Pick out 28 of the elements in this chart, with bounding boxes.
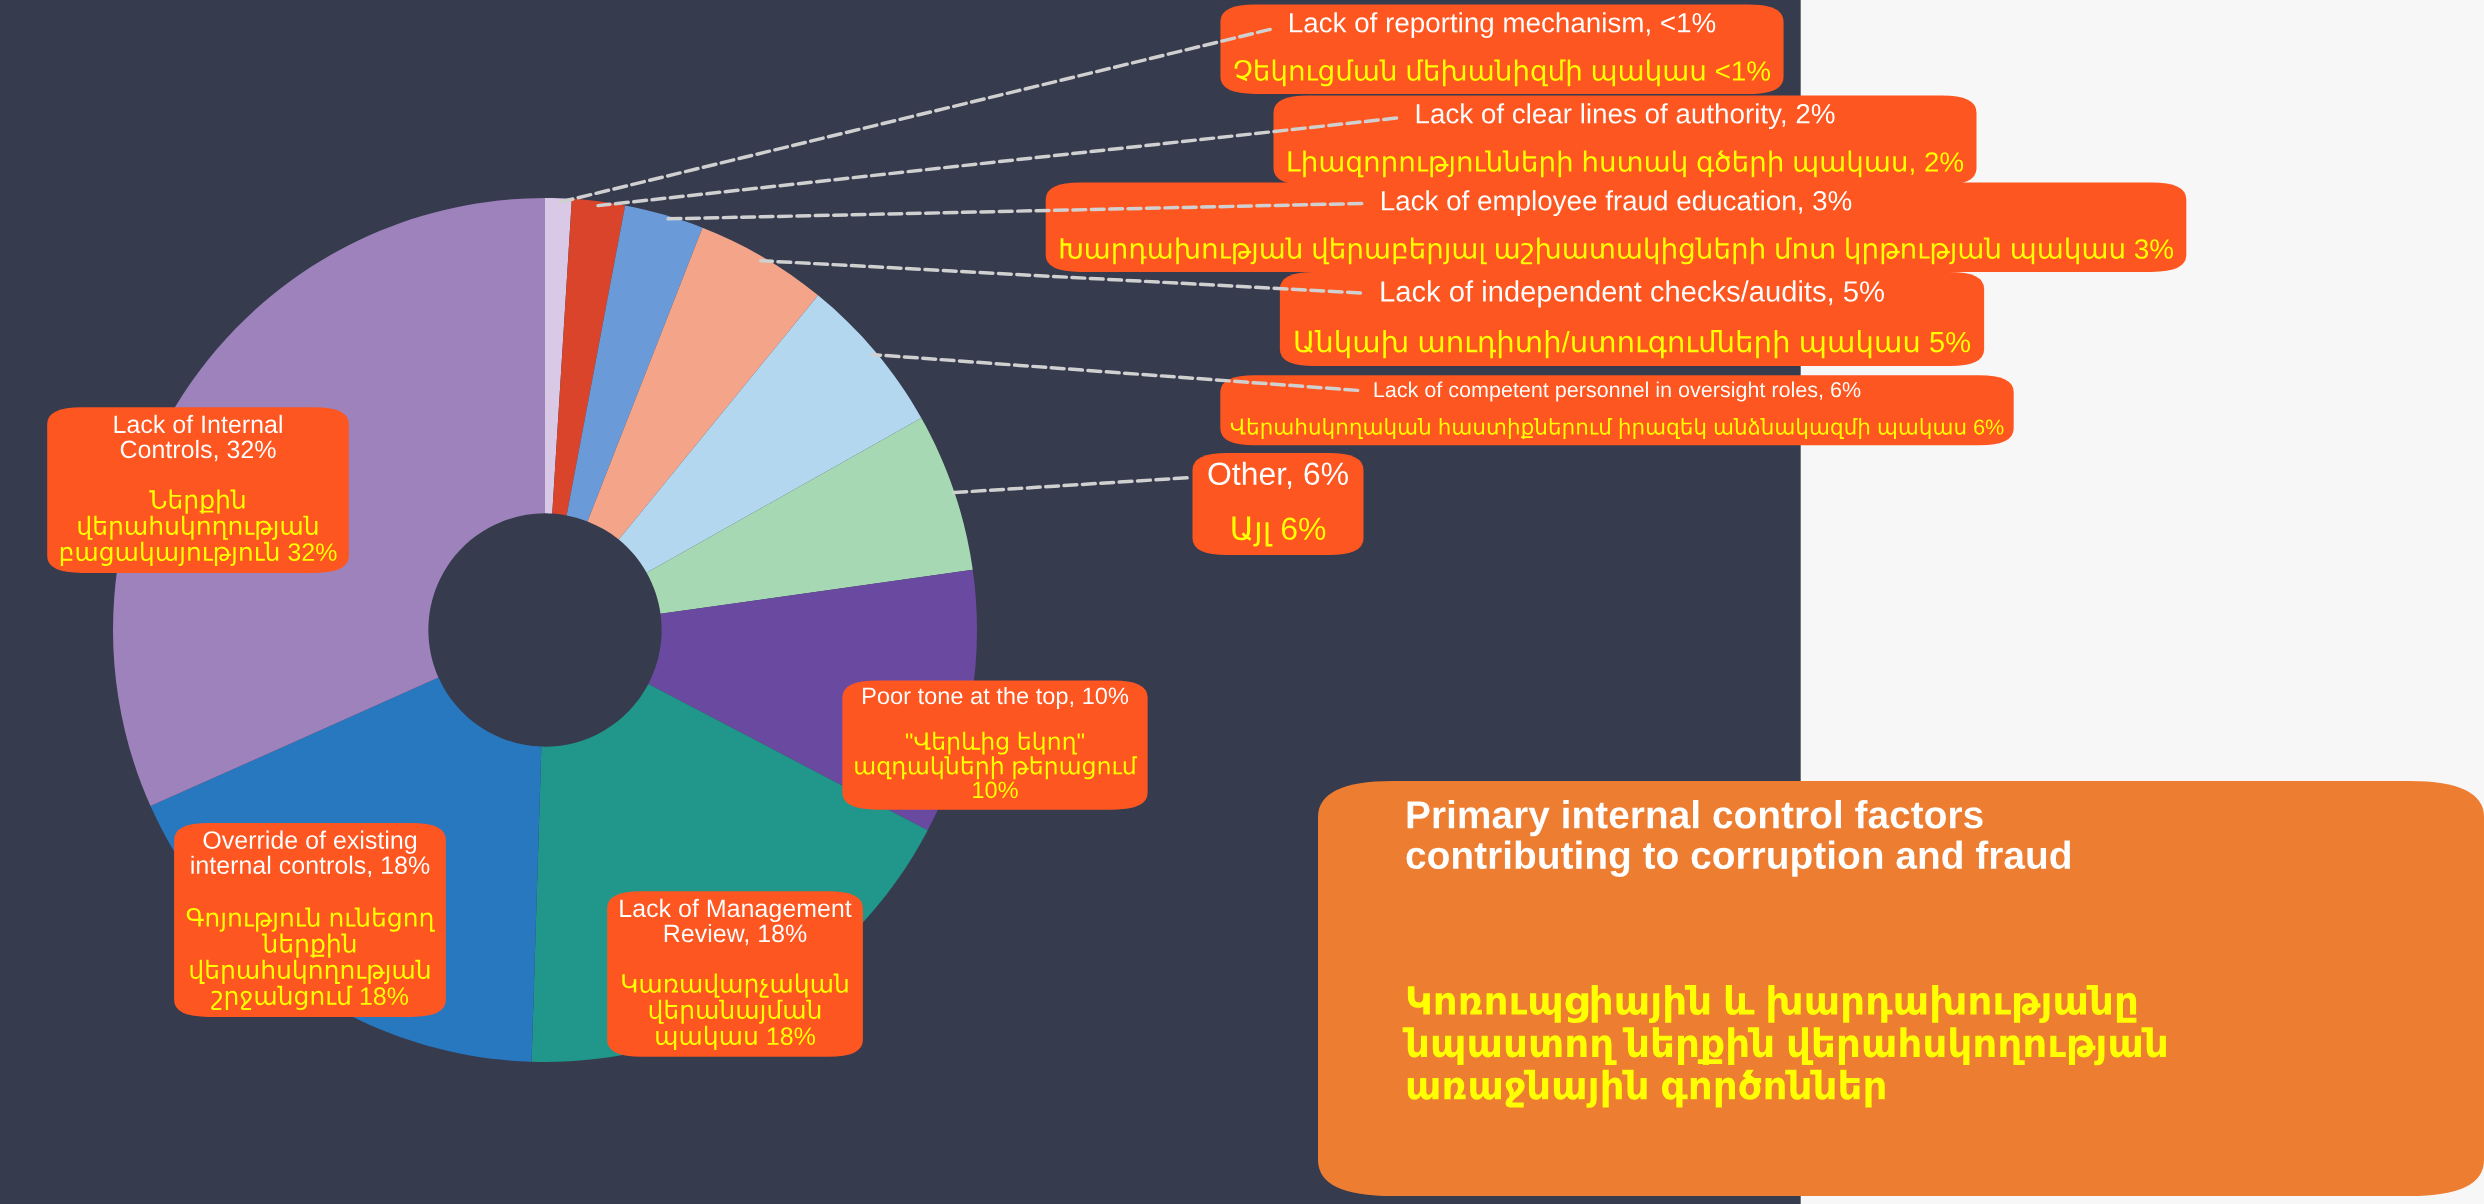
text: "Վերևից եկող" ազդակների թերացում 10% [855, 731, 1138, 799]
text: Չեկուցման մեխանիզմի պակաս <1% [1234, 59, 1771, 87]
text: Ներքին վերահսկողության բացակայություն 32% [60, 489, 337, 566]
slice-label: Override of existing internal controls, 18% [191, 830, 430, 877]
donut-slice [618, 295, 922, 573]
slice-label: Lack of independent checks/audits, 5% [1381, 280, 1884, 308]
text: Գոյություն ունեցող ներքին վերահսկողության շրջանցում 18% [186, 907, 435, 1010]
slice-label: Lack of Management Review, 18% [620, 898, 852, 946]
slice-label: Lack of reporting mechanism, <1% [1290, 12, 1716, 39]
slice-label: Lack of Internal Controls, 32% [114, 414, 282, 462]
donut-slice [545, 198, 572, 514]
text: Վերահսկողական հաստիքներում իրազեկ անձնակազմի պակաս 6% [1230, 418, 2004, 439]
slice-label: Poor tone at the top, 10% [863, 686, 1129, 709]
text: Primary internal control factors contributing to corruption and fraud [1406, 800, 2070, 877]
slice-label: Other, 6% [1208, 461, 1348, 489]
text: Անկախ աուդիտի/ստուգումների պակաս 5% [1295, 329, 1971, 359]
donut-slice [566, 205, 703, 522]
donut-slice [552, 198, 626, 516]
slice-label: Lack of competent personnel in oversight roles, 6% [1374, 381, 1861, 402]
slice-label: Lack of clear lines of authority, 2% [1416, 103, 1835, 130]
text: Այլ 6% [1232, 516, 1326, 547]
donut-slice [646, 417, 973, 614]
text: Լիազորությունների հստակ գծերի պակաս, 2% [1288, 150, 1964, 178]
text: Կառավարչական վերանայման պակաս 18% [622, 973, 848, 1050]
donut-slice [587, 227, 819, 540]
text: Կոռուպցիային և խարդախությանը նպաստող ներքին վերահսկողության առաջնային գործոններ [1402, 985, 2166, 1108]
slice-label: Lack of employee fraud education, 3% [1382, 190, 1852, 217]
text: Խարդախության վերաբերյալ աշխատակիցների մոտ կրթության պակաս 3% [1060, 237, 2173, 265]
